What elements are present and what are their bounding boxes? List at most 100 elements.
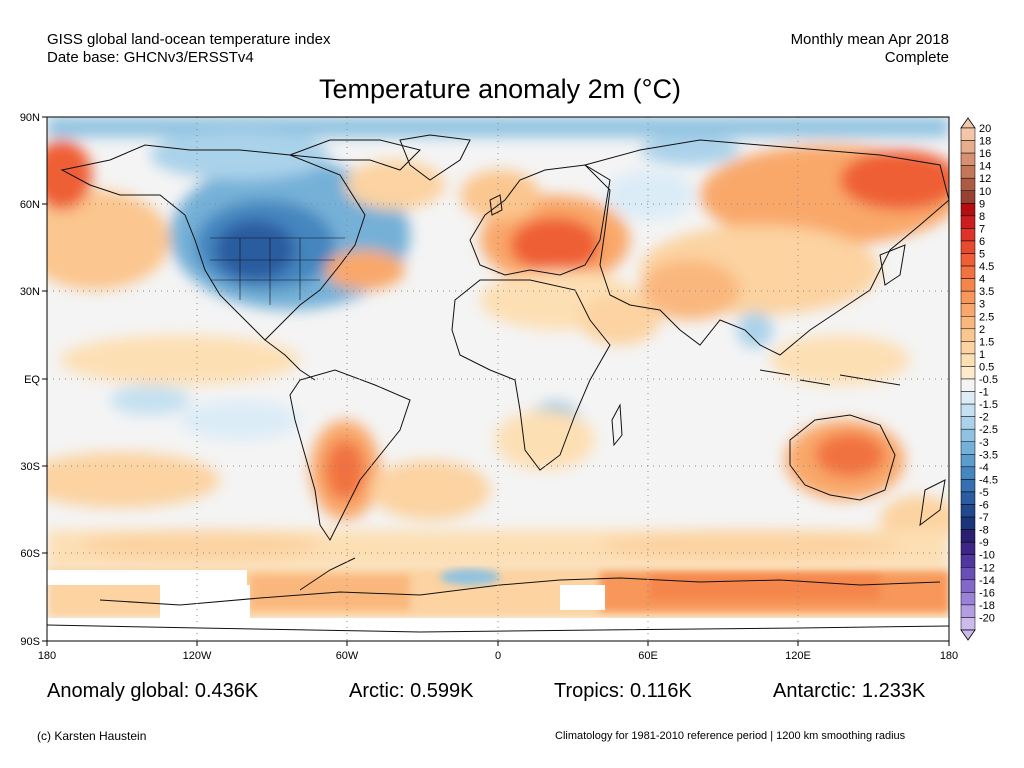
colorbar-swatch — [960, 491, 976, 505]
colorbar-label: -7 — [979, 512, 989, 524]
colorbar-label: 20 — [979, 123, 991, 135]
copyright-credit: (c) Karsten Haustein — [37, 729, 147, 743]
colorbar-swatch — [960, 554, 976, 568]
colorbar-label: 9 — [979, 198, 985, 210]
colorbar-swatch — [960, 353, 976, 367]
coastlines — [47, 134, 949, 633]
colorbar-label: 10 — [979, 186, 991, 198]
colorbar-swatch — [960, 428, 976, 443]
colorbar-label: -3 — [979, 437, 989, 449]
colorbar-label: 2.5 — [979, 311, 994, 323]
colorbar-label: 2 — [979, 324, 985, 336]
colorbar-swatch — [960, 366, 976, 380]
colorbar-swatch — [960, 316, 976, 330]
colorbar-label: -3.5 — [979, 449, 998, 461]
colorbar-swatch — [960, 617, 976, 631]
climatology-note: Climatology for 1981-2010 reference peri… — [555, 730, 906, 742]
colorbar-swatch — [960, 378, 976, 392]
colorbar-label: -10 — [979, 550, 995, 562]
colorbar-label: -0.5 — [979, 374, 998, 386]
colorbar-swatch — [960, 604, 976, 618]
colorbar-label: -8 — [979, 525, 989, 537]
colorbar-label: -12 — [979, 562, 995, 574]
colorbar-swatch — [960, 504, 976, 518]
anomaly-global: Anomaly global: 0.436K — [47, 680, 259, 702]
lat-label: 60S — [20, 548, 40, 560]
colorbar-label: -2 — [979, 412, 989, 424]
lon-label: 180 — [38, 650, 56, 662]
colorbar-swatch — [960, 441, 976, 455]
colorbar-label: -5 — [979, 487, 989, 499]
lat-label: 30N — [20, 286, 40, 298]
colorbar-label: 12 — [979, 173, 991, 185]
colorbar-label: 5 — [979, 249, 985, 261]
map-title: Temperature anomaly 2m (°C) — [319, 74, 681, 104]
colorbar-swatch — [960, 328, 976, 342]
status-label: Complete — [884, 49, 949, 66]
colorbar-swatch — [960, 228, 976, 242]
colorbar-label: 4 — [979, 274, 985, 286]
colorbar-label: 7 — [979, 223, 985, 235]
anomaly-tropics: Tropics: 0.116K — [554, 680, 692, 702]
colorbar-label: -14 — [979, 575, 995, 587]
colorbar-swatch — [960, 253, 976, 267]
colorbar-max-arrow — [960, 117, 976, 129]
colorbar-legend: 201816141210987654.543.532.521.510.5-0.5… — [960, 117, 998, 641]
colorbar-label: -1.5 — [979, 399, 998, 411]
colorbar-swatch — [960, 466, 976, 480]
colorbar-label: -1 — [979, 387, 989, 399]
colorbar-label: 0.5 — [979, 361, 994, 373]
lon-label: 180 — [940, 650, 958, 662]
colorbar-label: 1 — [979, 349, 985, 361]
colorbar-swatch — [960, 416, 976, 430]
lat-label: EQ — [24, 374, 40, 386]
colorbar-swatch — [960, 127, 976, 141]
colorbar-swatch — [960, 567, 976, 581]
colorbar-swatch — [960, 203, 976, 217]
colorbar-label: -2.5 — [979, 424, 998, 436]
colorbar-swatch — [960, 391, 976, 405]
colorbar-label: 14 — [979, 161, 991, 173]
colorbar-swatch — [960, 403, 976, 417]
colorbar-label: -6 — [979, 500, 989, 512]
anomaly-antarctic: Antarctic: 1.233K — [773, 680, 926, 702]
colorbar-label: 18 — [979, 136, 991, 148]
graticule — [47, 117, 949, 641]
colorbar-swatch — [960, 479, 976, 493]
colorbar-min-arrow — [960, 629, 976, 641]
colorbar-label: 1.5 — [979, 336, 994, 348]
colorbar-swatch — [960, 278, 976, 292]
colorbar-swatch — [960, 303, 976, 317]
anomaly-field — [47, 117, 949, 641]
colorbar-label: -18 — [979, 600, 995, 612]
colorbar-label: 16 — [979, 148, 991, 160]
colorbar-label: -16 — [979, 587, 995, 599]
lat-label: 30S — [20, 461, 40, 473]
colorbar-swatch — [960, 579, 976, 593]
colorbar-label: 6 — [979, 236, 985, 248]
colorbar-swatch — [960, 541, 976, 555]
colorbar-label: 8 — [979, 211, 985, 223]
colorbar-label: 3 — [979, 299, 985, 311]
colorbar-label: -4.5 — [979, 474, 998, 486]
lon-label: 60E — [638, 650, 658, 662]
lon-label: 60W — [336, 650, 359, 662]
colorbar-swatch — [960, 265, 976, 279]
colorbar-swatch — [960, 529, 976, 543]
colorbar-label: -9 — [979, 537, 989, 549]
lat-label: 60N — [20, 199, 40, 211]
colorbar-label: 3.5 — [979, 286, 994, 298]
period-label: Monthly mean Apr 2018 — [790, 31, 949, 48]
colorbar-label: -4 — [979, 462, 989, 474]
colorbar-swatch — [960, 240, 976, 254]
colorbar-label: 4.5 — [979, 261, 994, 273]
colorbar-swatch — [960, 290, 976, 304]
anomaly-arctic: Arctic: 0.599K — [349, 680, 474, 702]
lat-label: 90N — [20, 112, 40, 124]
lon-label: 120E — [785, 650, 811, 662]
colorbar-swatch — [960, 341, 976, 355]
colorbar-swatch — [960, 454, 976, 468]
colorbar-swatch — [960, 592, 976, 606]
dataset-title: GISS global land-ocean temperature index — [47, 31, 331, 48]
